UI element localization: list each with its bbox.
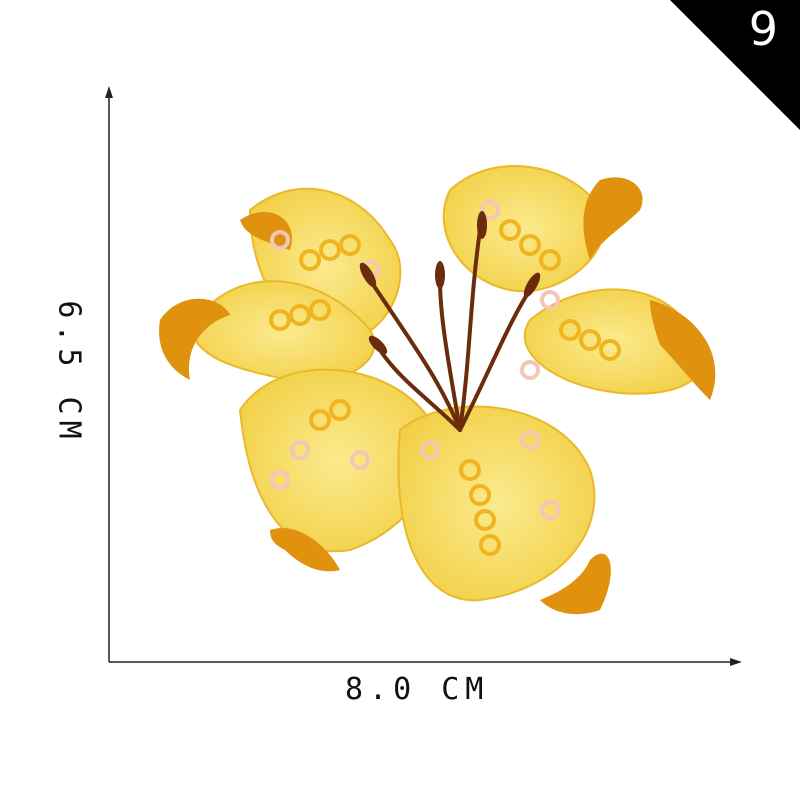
badge-number: 9 (748, 2, 778, 56)
corner-badge (670, 0, 800, 130)
width-label: 8.0 CM (345, 672, 490, 707)
lily-patch-image (159, 165, 716, 615)
arrow-right-icon (730, 658, 742, 666)
arrow-up-icon (105, 86, 113, 98)
height-label: 6.5 CM (51, 300, 87, 445)
